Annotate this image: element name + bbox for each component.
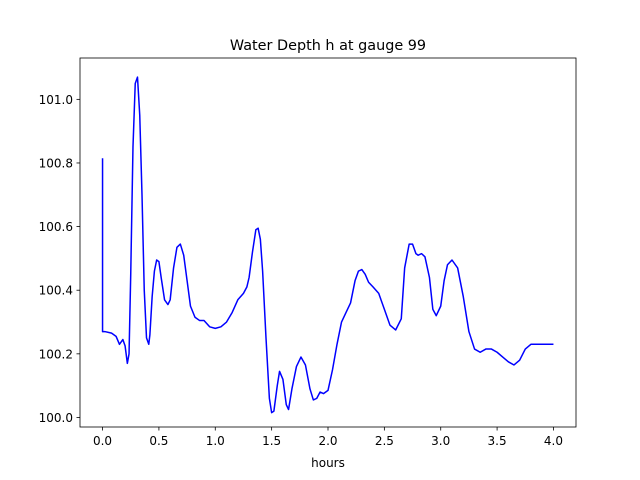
y-tick-label: 101.0 bbox=[39, 93, 73, 107]
x-tick-label: 2.5 bbox=[375, 434, 394, 448]
x-tick-label: 1.0 bbox=[206, 434, 225, 448]
y-tick-label: 100.2 bbox=[39, 347, 73, 361]
y-tick-label: 100.6 bbox=[39, 220, 73, 234]
x-tick-label: 3.0 bbox=[431, 434, 450, 448]
chart-title: Water Depth h at gauge 99 bbox=[230, 38, 426, 54]
x-tick-label: 2.0 bbox=[318, 434, 337, 448]
x-tick-label: 3.5 bbox=[488, 434, 507, 448]
series-line-0 bbox=[101, 76, 554, 414]
x-axis-label: hours bbox=[311, 456, 345, 470]
x-axis: 0.0 0.5 1.0 1.5 2.0 2.5 3.0 3.5 4.0 bbox=[93, 427, 563, 448]
x-tick-label: 1.5 bbox=[262, 434, 281, 448]
x-tick-label: 0.0 bbox=[93, 434, 112, 448]
y-axis: 100.0 100.2 100.4 100.6 100.8 101.0 bbox=[39, 93, 80, 425]
y-tick-label: 100.0 bbox=[39, 411, 73, 425]
y-tick-label: 100.4 bbox=[39, 284, 73, 298]
x-tick-label: 0.5 bbox=[149, 434, 168, 448]
y-tick-label: 100.8 bbox=[39, 156, 73, 170]
x-tick-label: 4.0 bbox=[544, 434, 563, 448]
